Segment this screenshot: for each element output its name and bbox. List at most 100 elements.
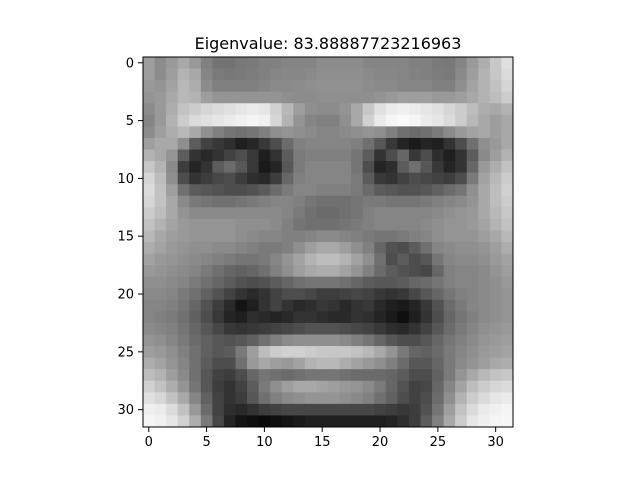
heatmap-cell: [166, 68, 179, 81]
heatmap-cell: [443, 403, 456, 416]
heatmap-cell: [362, 322, 375, 335]
heatmap-cell: [189, 334, 202, 347]
heatmap-cell: [443, 161, 456, 174]
heatmap-cell: [143, 114, 155, 127]
heatmap-cell: [328, 415, 340, 428]
heatmap-cell: [455, 380, 468, 393]
heatmap-cell: [362, 172, 375, 185]
heatmap-cell: [397, 322, 410, 335]
heatmap-cell: [212, 91, 225, 104]
heatmap-cell: [420, 207, 433, 220]
heatmap-cell: [154, 415, 167, 428]
plot-frame: [142, 56, 514, 428]
heatmap-cell: [397, 265, 410, 278]
heatmap-cell: [455, 415, 468, 428]
heatmap-cell: [455, 276, 468, 289]
heatmap-cell: [420, 276, 433, 289]
heatmap-cell: [177, 415, 190, 428]
heatmap-cell: [177, 242, 190, 254]
heatmap-cell: [408, 242, 421, 254]
heatmap-cell: [143, 288, 155, 301]
heatmap-cell: [432, 80, 445, 93]
heatmap-cell: [247, 346, 260, 359]
heatmap-cell: [420, 195, 433, 208]
heatmap-cell: [443, 184, 456, 197]
heatmap-cell: [177, 184, 190, 197]
heatmap-cell: [235, 415, 248, 428]
heatmap-cell: [443, 137, 456, 150]
heatmap-cell: [247, 161, 260, 174]
heatmap-cell: [478, 276, 491, 289]
heatmap-cell: [466, 68, 479, 81]
heatmap-cell: [408, 369, 421, 382]
heatmap-cell: [455, 403, 468, 416]
heatmap-cell: [397, 149, 410, 162]
heatmap-cell: [177, 403, 190, 416]
heatmap-cell: [270, 311, 283, 324]
heatmap-cell: [466, 103, 479, 116]
heatmap-cell: [281, 91, 294, 104]
heatmap-cell: [374, 403, 387, 416]
heatmap-cell: [362, 380, 375, 393]
heatmap-cell: [362, 392, 375, 405]
heatmap-cell: [397, 392, 410, 405]
heatmap-cell: [455, 195, 468, 208]
heatmap-cell: [339, 91, 352, 104]
heatmap-cell: [247, 91, 260, 104]
heatmap-cell: [339, 195, 352, 208]
heatmap-cell: [478, 126, 491, 139]
heatmap-cell: [455, 68, 468, 81]
heatmap-cell: [258, 346, 271, 359]
heatmap-cell: [258, 195, 271, 208]
heatmap-cell: [432, 242, 445, 254]
heatmap-cell: [166, 392, 179, 405]
heatmap-cell: [258, 334, 271, 347]
heatmap-cell: [489, 161, 502, 174]
heatmap-cell: [443, 357, 456, 370]
heatmap-cell: [362, 207, 375, 220]
heatmap-cell: [166, 184, 179, 197]
heatmap-cell: [304, 334, 317, 347]
heatmap-cell: [385, 68, 398, 81]
heatmap-cell: [478, 369, 491, 382]
heatmap-cell: [235, 230, 248, 243]
heatmap-cell: [212, 346, 225, 359]
heatmap-cell: [328, 299, 340, 312]
heatmap-cell: [478, 322, 491, 335]
heatmap-cell: [235, 161, 248, 174]
heatmap-cell: [432, 276, 445, 289]
x-tick-label: 25: [430, 435, 447, 450]
heatmap-cell: [501, 91, 514, 104]
heatmap-cell: [200, 137, 213, 150]
heatmap-cell: [177, 288, 190, 301]
heatmap-cell: [501, 218, 514, 231]
heatmap-cell: [189, 230, 202, 243]
heatmap-cell: [362, 68, 375, 81]
heatmap-cell: [316, 207, 329, 220]
heatmap-cell: [443, 242, 456, 254]
heatmap-cell: [293, 91, 306, 104]
heatmap-cell: [420, 172, 433, 185]
heatmap-cell: [154, 149, 167, 162]
heatmap-cell: [443, 91, 456, 104]
heatmap-cell: [281, 195, 294, 208]
heatmap-cell: [351, 311, 364, 324]
heatmap-cell: [189, 288, 202, 301]
heatmap-cell: [247, 357, 260, 370]
heatmap-cell: [408, 68, 421, 81]
heatmap-cell: [200, 161, 213, 174]
heatmap-cell: [489, 230, 502, 243]
heatmap-cell: [270, 403, 283, 416]
heatmap-cell: [270, 114, 283, 127]
heatmap-cell: [432, 126, 445, 139]
heatmap-cell: [351, 392, 364, 405]
heatmap-cell: [501, 230, 514, 243]
heatmap-cell: [408, 380, 421, 393]
heatmap-cell: [501, 369, 514, 382]
heatmap-cell: [489, 392, 502, 405]
heatmap-cell: [247, 265, 260, 278]
heatmap-cell: [143, 161, 155, 174]
heatmap-cell: [374, 57, 387, 69]
heatmap-cell: [351, 68, 364, 81]
heatmap-cell: [304, 346, 317, 359]
